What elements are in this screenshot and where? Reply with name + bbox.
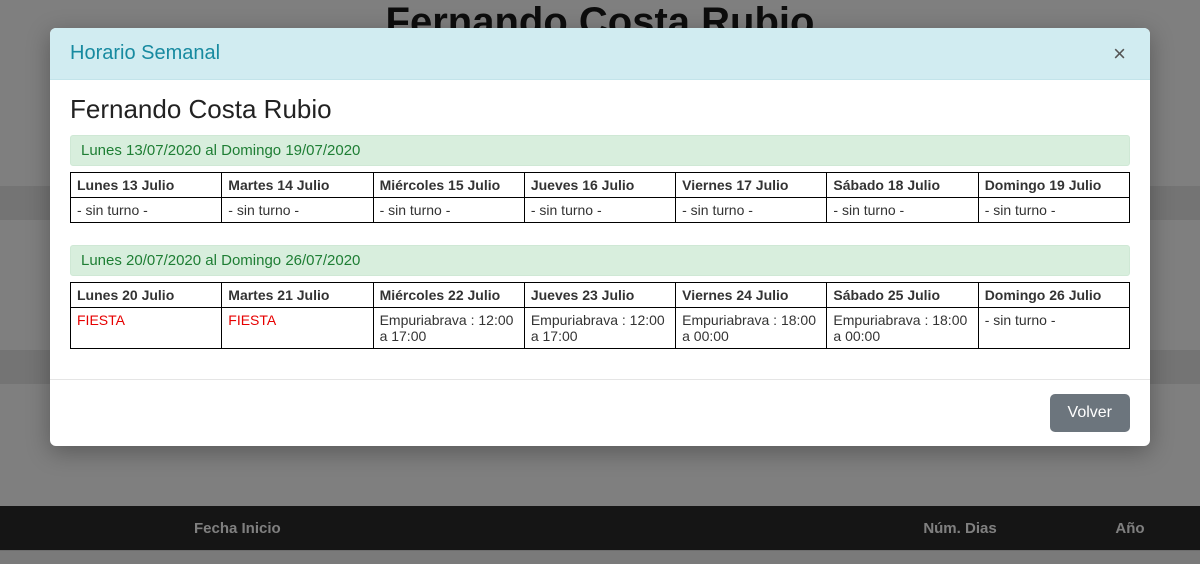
- shift-cell: Empuriabrava : 12:00 a 17:00: [373, 308, 524, 349]
- modal-body: Fernando Costa Rubio Lunes 13/07/2020 al…: [50, 80, 1150, 379]
- shift-cell: - sin turno -: [827, 198, 978, 223]
- day-header: Sábado 18 Julio: [827, 173, 978, 198]
- day-header: Domingo 19 Julio: [978, 173, 1129, 198]
- schedule-modal: Horario Semanal × Fernando Costa Rubio L…: [50, 28, 1150, 446]
- day-header: Jueves 23 Julio: [524, 283, 675, 308]
- close-button[interactable]: ×: [1109, 43, 1130, 65]
- day-header: Domingo 26 Julio: [978, 283, 1129, 308]
- shift-cell: - sin turno -: [222, 198, 373, 223]
- week-range-label: Lunes 20/07/2020 al Domingo 26/07/2020: [70, 245, 1130, 276]
- shift-cell: Empuriabrava : 18:00 a 00:00: [827, 308, 978, 349]
- day-header: Martes 14 Julio: [222, 173, 373, 198]
- day-header: Miércoles 15 Julio: [373, 173, 524, 198]
- day-header: Sábado 25 Julio: [827, 283, 978, 308]
- shift-cell: Empuriabrava : 12:00 a 17:00: [524, 308, 675, 349]
- day-header: Jueves 16 Julio: [524, 173, 675, 198]
- shift-cell: - sin turno -: [978, 308, 1129, 349]
- day-header: Miércoles 22 Julio: [373, 283, 524, 308]
- week-range-label: Lunes 13/07/2020 al Domingo 19/07/2020: [70, 135, 1130, 166]
- modal-footer: Volver: [50, 379, 1150, 446]
- shift-cell: - sin turno -: [373, 198, 524, 223]
- day-header: Martes 21 Julio: [222, 283, 373, 308]
- shift-cell: - sin turno -: [71, 198, 222, 223]
- shift-cell: - sin turno -: [676, 198, 827, 223]
- day-header: Lunes 20 Julio: [71, 283, 222, 308]
- table-row: - sin turno -- sin turno -- sin turno --…: [71, 198, 1130, 223]
- modal-header: Horario Semanal ×: [50, 28, 1150, 80]
- table-row: FIESTAFIESTAEmpuriabrava : 12:00 a 17:00…: [71, 308, 1130, 349]
- schedule-table: Lunes 20 JulioMartes 21 JulioMiércoles 2…: [70, 282, 1130, 349]
- shift-cell: - sin turno -: [978, 198, 1129, 223]
- shift-cell: Empuriabrava : 18:00 a 00:00: [676, 308, 827, 349]
- shift-cell: - sin turno -: [524, 198, 675, 223]
- shift-cell-fiesta: FIESTA: [71, 308, 222, 349]
- day-header: Viernes 17 Julio: [676, 173, 827, 198]
- shift-cell-fiesta: FIESTA: [222, 308, 373, 349]
- schedule-table: Lunes 13 JulioMartes 14 JulioMiércoles 1…: [70, 172, 1130, 223]
- day-header: Viernes 24 Julio: [676, 283, 827, 308]
- close-icon: ×: [1113, 41, 1126, 66]
- volver-button[interactable]: Volver: [1050, 394, 1130, 432]
- modal-title: Horario Semanal: [70, 42, 220, 65]
- person-name: Fernando Costa Rubio: [70, 94, 1130, 125]
- day-header: Lunes 13 Julio: [71, 173, 222, 198]
